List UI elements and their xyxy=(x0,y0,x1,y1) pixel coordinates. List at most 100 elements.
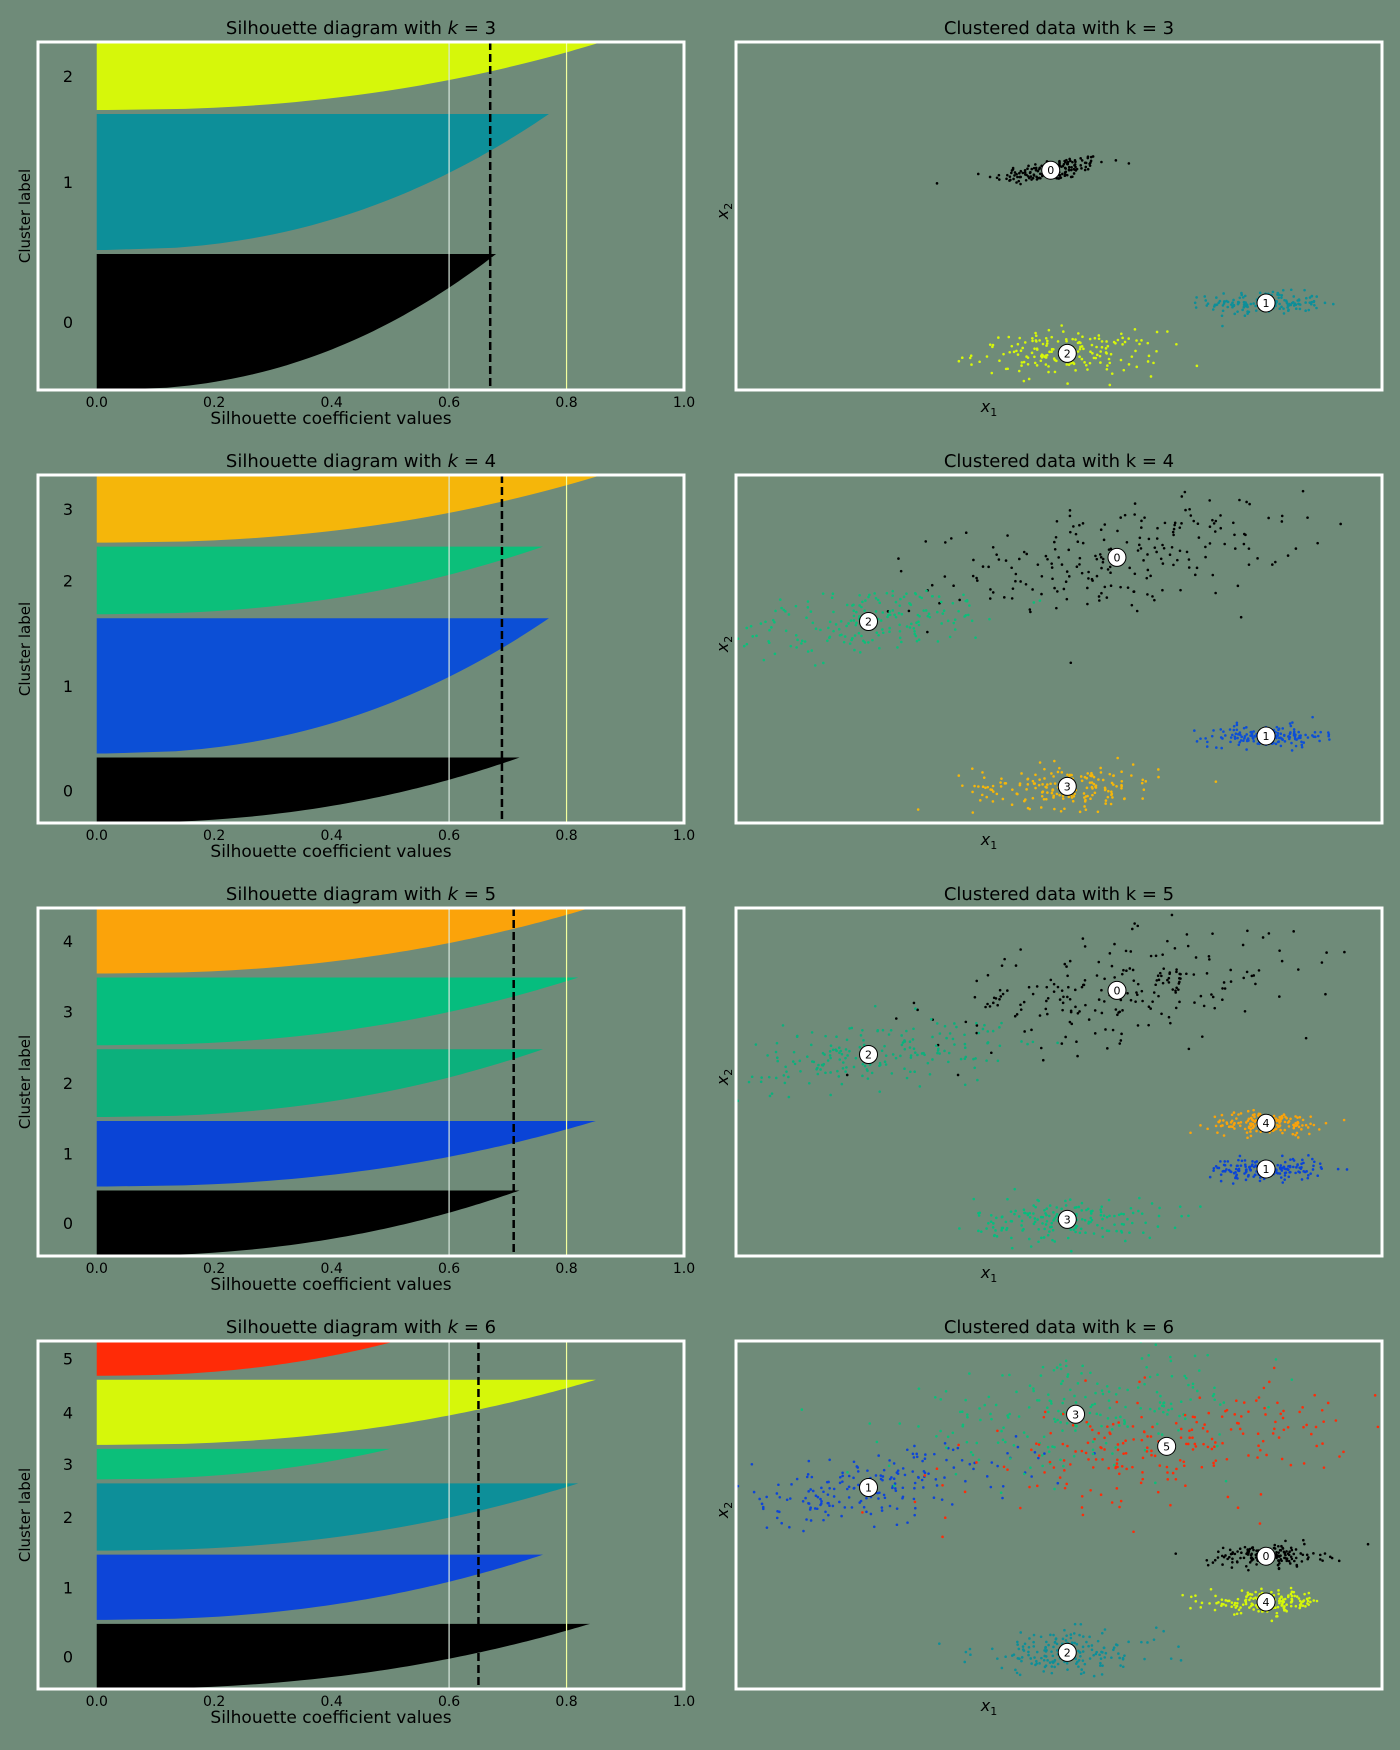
scatter-point xyxy=(937,595,941,598)
scatter-point xyxy=(1292,1590,1296,1594)
scatter-point xyxy=(1018,1657,1021,1660)
scatter-point xyxy=(1086,368,1089,371)
scatter-point xyxy=(1084,363,1088,367)
scatter-point xyxy=(1212,1166,1216,1170)
x-axis-label: Silhouette coefficient values xyxy=(210,409,451,429)
scatter-point xyxy=(986,1041,990,1044)
scatter-point xyxy=(804,1496,807,1500)
scatter-point xyxy=(1144,1221,1147,1225)
scatter-point xyxy=(894,615,898,619)
scatter-point xyxy=(854,623,858,627)
scatter-point xyxy=(939,1429,942,1433)
scatter-point xyxy=(794,604,798,608)
scatter-point xyxy=(880,1506,884,1509)
scatter-point xyxy=(1015,792,1019,795)
scatter-point xyxy=(1081,335,1084,339)
scatter-point xyxy=(1190,1428,1194,1432)
scatter-point xyxy=(1100,1424,1103,1428)
scatter-point xyxy=(860,605,863,609)
scatter-point xyxy=(1193,1354,1197,1358)
scatter-point xyxy=(1052,796,1055,799)
scatter-point xyxy=(1064,1204,1068,1207)
scatter-point xyxy=(1120,972,1124,976)
silhouette-cluster-3 xyxy=(96,977,579,1046)
scatter-point xyxy=(1066,995,1069,999)
scatter-point xyxy=(1222,730,1225,733)
scatter-point xyxy=(912,1027,915,1031)
scatter-point xyxy=(1015,1671,1019,1675)
scatter-point xyxy=(1241,296,1245,299)
scatter-point xyxy=(1157,978,1161,982)
scatter-point xyxy=(1017,369,1021,373)
scatter-point xyxy=(912,1001,916,1005)
scatter-point xyxy=(909,1056,913,1059)
scatter-point xyxy=(1280,293,1284,297)
scatter-point xyxy=(881,1028,885,1032)
scatter-point xyxy=(1213,1558,1217,1562)
scatter-point xyxy=(1111,1028,1115,1032)
scatter-point xyxy=(1188,1436,1191,1440)
scatter-point xyxy=(644,1088,647,1091)
scatter-point xyxy=(1278,302,1281,306)
scatter-point xyxy=(1140,989,1144,993)
scatter-point xyxy=(1274,1117,1278,1120)
scatter-point xyxy=(1292,730,1296,734)
scatter-point xyxy=(1123,1239,1127,1243)
scatter-point xyxy=(912,1456,916,1459)
centroid-0: 0 xyxy=(1107,980,1127,1000)
scatter-point xyxy=(1124,1439,1127,1443)
scatter-point xyxy=(997,173,1001,177)
scatter-point xyxy=(999,995,1003,998)
scatter-point xyxy=(1236,1597,1240,1601)
scatter-point xyxy=(1041,783,1044,786)
scatter-point xyxy=(1074,1226,1078,1230)
scatter-point xyxy=(1271,563,1274,566)
scatter-point xyxy=(899,597,902,601)
cluster-label-2: 2 xyxy=(63,67,73,86)
scatter-point xyxy=(972,1467,975,1471)
scatter-point xyxy=(905,1448,909,1452)
scatter-point xyxy=(1074,1450,1077,1453)
scatter-point xyxy=(1052,982,1056,986)
scatter-point xyxy=(1048,1399,1052,1402)
scatter-point xyxy=(1012,350,1016,354)
scatter-point xyxy=(1001,1374,1004,1377)
scatter-point xyxy=(999,781,1002,784)
scatter-point xyxy=(1105,1229,1109,1233)
scatter-point xyxy=(1283,1120,1287,1124)
scatter-point xyxy=(1173,523,1176,527)
scatter-point xyxy=(987,1221,990,1225)
scatter-point xyxy=(1043,1471,1046,1474)
scatter-point xyxy=(1163,521,1167,525)
scatter-point xyxy=(1206,1127,1209,1131)
scatter-point xyxy=(1297,298,1301,301)
scatter-point xyxy=(799,1069,802,1073)
scatter-cluster-4 xyxy=(1181,1586,1319,1623)
scatter-point xyxy=(1243,1010,1247,1013)
scatter-point xyxy=(1082,792,1086,795)
scatter-point xyxy=(1012,177,1015,181)
scatter-point xyxy=(1292,295,1296,298)
scatter-point xyxy=(1075,1212,1078,1216)
scatter-point xyxy=(1230,1119,1234,1123)
scatter-point xyxy=(1114,1466,1117,1470)
scatter-point xyxy=(1247,1117,1251,1121)
scatter-point xyxy=(1324,1121,1328,1125)
scatter-point xyxy=(855,610,858,614)
scatter-point xyxy=(913,632,917,636)
scatter-point xyxy=(1317,1128,1321,1131)
scatter-point xyxy=(1044,554,1048,558)
scatter-point xyxy=(1214,1124,1218,1128)
scatter-point xyxy=(1018,171,1021,175)
scatter-point xyxy=(915,1452,919,1456)
scatter-point xyxy=(1006,173,1009,177)
scatter-point xyxy=(1091,1466,1095,1469)
scatter-point xyxy=(1236,736,1239,740)
scatter-point xyxy=(1318,1162,1322,1165)
scatter-point xyxy=(1150,1453,1153,1457)
scatter-point xyxy=(1153,546,1157,549)
scatter-point xyxy=(1149,574,1152,578)
scatter-point xyxy=(965,1440,969,1444)
scatter-point xyxy=(1128,566,1131,570)
scatter-point xyxy=(1246,1109,1250,1113)
